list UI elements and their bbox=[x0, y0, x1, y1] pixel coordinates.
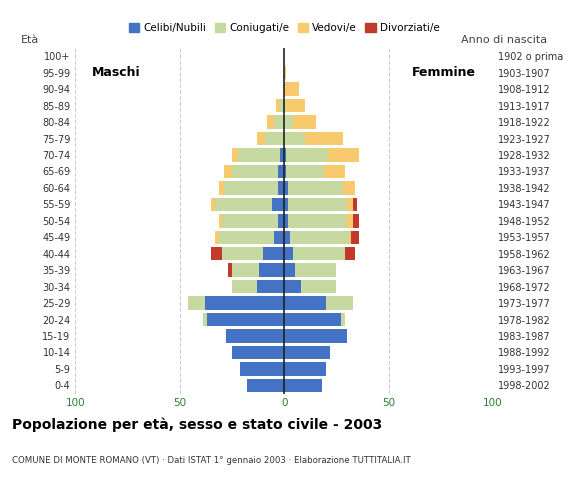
Bar bbox=[284, 379, 322, 392]
Bar bbox=[284, 83, 299, 96]
Bar bbox=[211, 247, 222, 261]
Bar bbox=[284, 115, 292, 129]
Bar bbox=[246, 379, 284, 392]
Bar bbox=[287, 99, 305, 112]
Bar bbox=[259, 264, 284, 277]
Text: Popolazione per età, sesso e stato civile - 2003: Popolazione per età, sesso e stato civil… bbox=[12, 418, 382, 432]
Bar bbox=[211, 198, 215, 211]
Bar bbox=[215, 198, 271, 211]
Bar bbox=[288, 181, 343, 194]
Bar bbox=[292, 115, 316, 129]
Bar bbox=[324, 165, 345, 178]
Bar bbox=[219, 214, 222, 228]
Bar bbox=[284, 132, 305, 145]
Bar bbox=[353, 198, 357, 211]
Text: COMUNE DI MONTE ROMANO (VT) · Dati ISTAT 1° gennaio 2003 · Elaborazione TUTTITAL: COMUNE DI MONTE ROMANO (VT) · Dati ISTAT… bbox=[12, 456, 411, 465]
Bar bbox=[347, 214, 353, 228]
Bar bbox=[276, 99, 280, 112]
Bar bbox=[274, 230, 284, 244]
Bar bbox=[222, 247, 263, 261]
Bar bbox=[340, 313, 345, 326]
Bar bbox=[284, 264, 295, 277]
Text: Età: Età bbox=[21, 35, 39, 45]
Text: Maschi: Maschi bbox=[92, 66, 141, 79]
Bar bbox=[284, 247, 292, 261]
Bar bbox=[345, 247, 355, 261]
Bar bbox=[224, 165, 232, 178]
Bar bbox=[284, 148, 287, 162]
Bar bbox=[267, 115, 274, 129]
Bar bbox=[326, 296, 353, 310]
Bar bbox=[305, 132, 343, 145]
Bar bbox=[207, 313, 284, 326]
Bar bbox=[284, 329, 347, 343]
Bar bbox=[232, 346, 284, 359]
Bar bbox=[284, 99, 287, 112]
Bar bbox=[295, 264, 336, 277]
Bar bbox=[284, 230, 291, 244]
Bar bbox=[238, 148, 280, 162]
Bar bbox=[257, 132, 266, 145]
Bar bbox=[219, 230, 274, 244]
Bar bbox=[271, 198, 284, 211]
Bar bbox=[301, 280, 336, 293]
Bar bbox=[278, 181, 284, 194]
Bar bbox=[284, 198, 288, 211]
Bar bbox=[288, 214, 347, 228]
Bar bbox=[215, 230, 219, 244]
Bar bbox=[228, 264, 232, 277]
Bar bbox=[280, 99, 284, 112]
Bar bbox=[288, 198, 347, 211]
Bar bbox=[274, 115, 284, 129]
Text: Femmine: Femmine bbox=[412, 66, 476, 79]
Bar bbox=[284, 181, 288, 194]
Bar bbox=[257, 280, 284, 293]
Bar bbox=[328, 148, 360, 162]
Bar bbox=[266, 132, 284, 145]
Bar bbox=[349, 230, 351, 244]
Bar bbox=[219, 181, 224, 194]
Text: Anno di nascita: Anno di nascita bbox=[461, 35, 548, 45]
Legend: Celibi/Nubili, Coniugati/e, Vedovi/e, Divorziati/e: Celibi/Nubili, Coniugati/e, Vedovi/e, Di… bbox=[125, 19, 444, 37]
Bar bbox=[222, 214, 278, 228]
Bar bbox=[232, 148, 238, 162]
Bar bbox=[232, 264, 259, 277]
Bar bbox=[278, 214, 284, 228]
Bar bbox=[232, 165, 278, 178]
Bar bbox=[353, 214, 360, 228]
Bar bbox=[292, 247, 345, 261]
Bar bbox=[284, 66, 287, 79]
Bar bbox=[205, 296, 284, 310]
Bar bbox=[263, 247, 284, 261]
Bar bbox=[351, 230, 360, 244]
Bar bbox=[347, 198, 353, 211]
Bar bbox=[280, 148, 284, 162]
Bar bbox=[284, 362, 326, 376]
Bar bbox=[188, 296, 205, 310]
Bar bbox=[284, 165, 287, 178]
Bar bbox=[278, 165, 284, 178]
Bar bbox=[343, 181, 355, 194]
Bar bbox=[284, 346, 330, 359]
Bar bbox=[284, 280, 301, 293]
Bar bbox=[224, 181, 278, 194]
Bar bbox=[203, 313, 207, 326]
Bar bbox=[284, 214, 288, 228]
Bar bbox=[287, 165, 324, 178]
Bar bbox=[284, 313, 340, 326]
Bar bbox=[240, 362, 284, 376]
Bar bbox=[291, 230, 349, 244]
Bar bbox=[287, 148, 328, 162]
Bar bbox=[232, 280, 257, 293]
Bar bbox=[284, 296, 326, 310]
Bar bbox=[226, 329, 284, 343]
